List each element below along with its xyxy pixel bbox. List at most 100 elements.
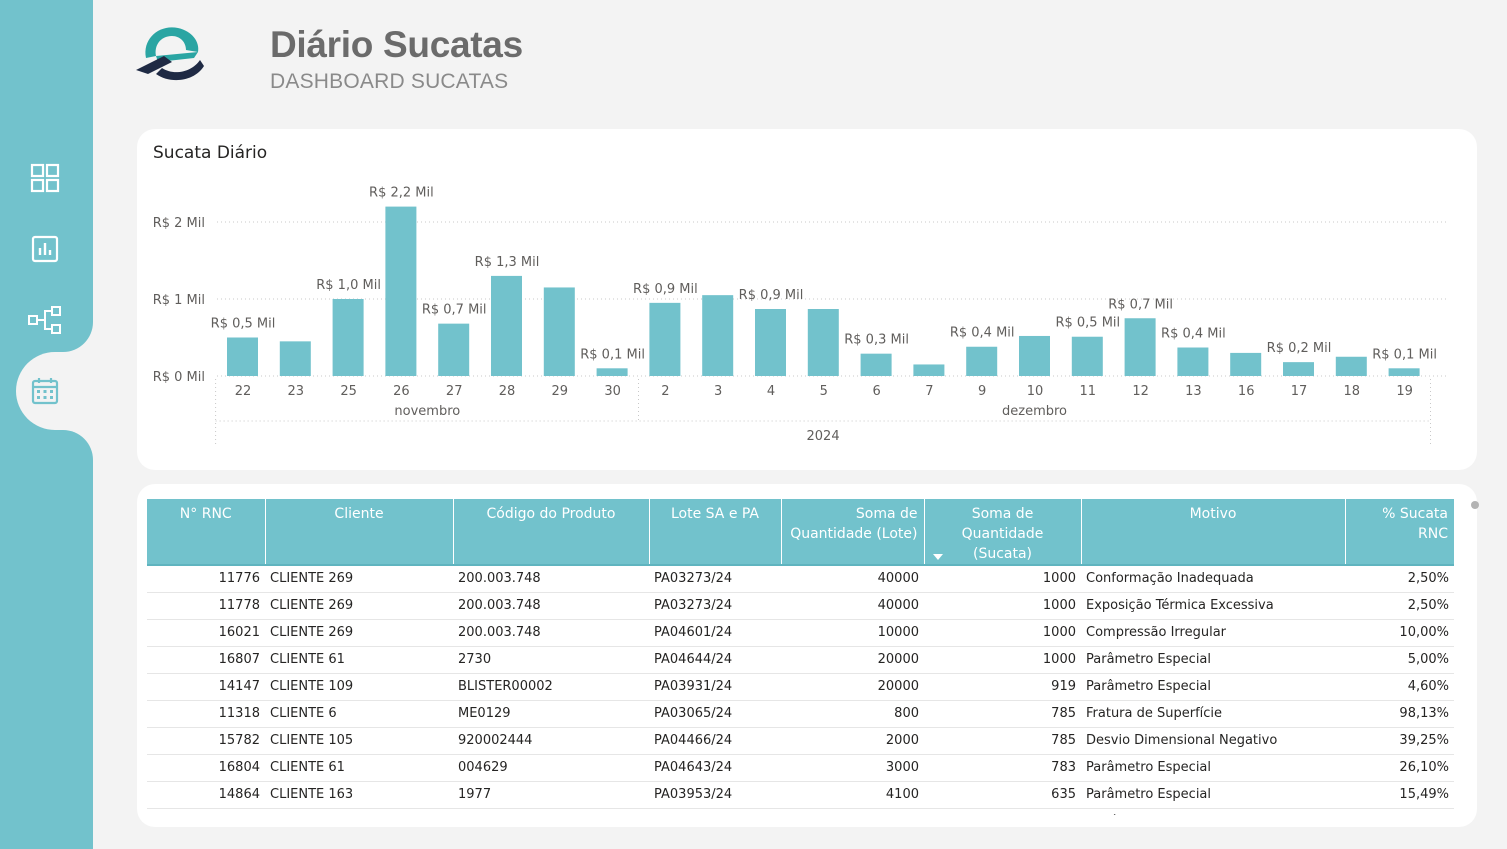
column-header-cliente[interactable]: Cliente — [265, 499, 454, 566]
bar-3 — [702, 295, 734, 376]
column-header-motivo[interactable]: Motivo — [1081, 499, 1346, 566]
calendar-icon — [31, 378, 59, 405]
cell-rnc: 16807 — [147, 646, 265, 674]
cell-soma-lote: 20000 — [781, 673, 924, 701]
cell-cliente: CLIENTE 269 — [265, 592, 453, 620]
bar-12 — [1124, 318, 1156, 376]
hierarchy-icon — [28, 306, 61, 334]
cell-soma-sucata: 785 — [924, 727, 1081, 755]
bar-28 — [491, 275, 522, 376]
cell-codigo-produto: BLISTER00002 — [453, 673, 649, 701]
data-label: R$ 0,4 Mil — [950, 326, 1015, 341]
bar-16 — [1230, 352, 1262, 376]
cell-soma-sucata: 1000 — [924, 646, 1081, 674]
y-tick-label: R$ 2 Mil — [153, 216, 205, 231]
bar-27 — [438, 323, 470, 376]
bar-29 — [543, 287, 575, 376]
cell-percent-sucata: 13,88% — [1345, 808, 1454, 815]
cell-codigo-produto: 004629 — [453, 754, 649, 782]
sidebar-item-grid[interactable] — [28, 161, 62, 195]
cell-rnc: 11776 — [147, 565, 265, 593]
cell-percent-sucata: 39,25% — [1345, 727, 1454, 755]
chart-title: Sucata Diário — [153, 143, 268, 163]
x-tick-label: 17 — [1291, 384, 1308, 399]
column-header-soma-lote[interactable]: Soma de Quantidade (Lote) — [781, 499, 925, 566]
sidebar — [0, 0, 93, 849]
x-tick-label: 19 — [1396, 384, 1413, 399]
sidebar-item-hierarchy[interactable] — [28, 303, 62, 337]
x-tick-label: 18 — [1344, 384, 1361, 399]
table-row[interactable]: 15782 CLIENTE 105 920002444 PA04466/24 2000 7… — [147, 727, 1454, 755]
cell-motivo: Partícula Incorporada — [1081, 808, 1345, 815]
bar-7 — [913, 364, 945, 376]
cell-cliente: CLIENTE 269 — [265, 619, 453, 647]
x-tick-label: 7 — [925, 384, 933, 399]
cell-cliente: CLIENTE 61 — [265, 754, 453, 782]
table-row[interactable]: 11318 CLIENTE 6 ME0129 PA03065/24 800 785 Frat… — [147, 700, 1454, 728]
table-row[interactable]: 14864 CLIENTE 163 1977 PA03953/24 4100 635 Par… — [147, 781, 1454, 809]
column-header-percent-sucata[interactable]: % Sucata RNC — [1345, 499, 1454, 566]
cell-codigo-produto: 2730 — [453, 646, 649, 674]
table-card: N° RNC Cliente Código do Produto Lote SA… — [137, 484, 1477, 827]
x-tick-label: 2 — [661, 384, 669, 399]
month-label: novembro — [394, 404, 460, 419]
cell-soma-lote: 4100 — [781, 808, 924, 815]
cell-soma-lote: 2000 — [781, 727, 924, 755]
cell-percent-sucata: 10,00% — [1345, 619, 1454, 647]
bar-23 — [279, 341, 311, 376]
cell-percent-sucata: 4,60% — [1345, 673, 1454, 701]
table-row[interactable]: 16804 CLIENTE 61 004629 PA04643/24 3000 783 Pa… — [147, 754, 1454, 782]
x-tick-label: 3 — [714, 384, 722, 399]
scrollbar-thumb[interactable] — [1471, 501, 1479, 509]
data-label: R$ 0,5 Mil — [211, 317, 276, 332]
rnc-table: N° RNC Cliente Código do Produto Lote SA… — [147, 499, 1454, 815]
table-row[interactable]: 16807 CLIENTE 61 2730 PA04644/24 20000 1000 Pa… — [147, 646, 1454, 674]
cell-lote: PA04644/24 — [649, 646, 781, 674]
bar-11 — [1071, 336, 1103, 376]
cell-motivo: Parâmetro Especial — [1081, 646, 1345, 674]
cell-lote: PA04643/24 — [649, 754, 781, 782]
cell-soma-sucata: 919 — [924, 673, 1081, 701]
x-tick-label: 27 — [446, 384, 463, 399]
x-tick-label: 5 — [820, 384, 828, 399]
table-header-row: N° RNC Cliente Código do Produto Lote SA… — [147, 499, 1454, 566]
table-row[interactable]: 14865CLIENTE 1631977PA03953/244100569Par… — [147, 808, 1454, 815]
table-row[interactable]: 11776 CLIENTE 269 200.003.748 PA03273/24 400… — [147, 565, 1454, 593]
sidebar-item-reports[interactable] — [28, 232, 62, 266]
x-tick-label: 10 — [1027, 384, 1044, 399]
cell-cliente: CLIENTE 61 — [265, 646, 453, 674]
cell-motivo: Compressão Irregular — [1081, 619, 1345, 647]
cell-lote: PA03273/24 — [649, 565, 781, 593]
data-label: R$ 0,1 Mil — [580, 347, 645, 362]
cell-rnc: 14865 — [147, 808, 265, 815]
cell-soma-lote: 10000 — [781, 619, 924, 647]
column-header-soma-sucata[interactable]: Soma de Quantidade (Sucata) — [924, 499, 1082, 566]
table-row[interactable]: 16021 CLIENTE 269 200.003.748 PA04601/24 100… — [147, 619, 1454, 647]
cell-soma-sucata: 635 — [924, 781, 1081, 809]
table-row[interactable]: 14147 CLIENTE 109 BLISTER00002 PA03931/24 20… — [147, 673, 1454, 701]
column-header-codigo-produto[interactable]: Código do Produto — [453, 499, 650, 566]
data-label: R$ 0,2 Mil — [1267, 341, 1332, 356]
table-row[interactable]: 11778 CLIENTE 269 200.003.748 PA03273/24 400… — [147, 592, 1454, 620]
table-scroll-area[interactable]: N° RNC Cliente Código do Produto Lote SA… — [147, 499, 1454, 815]
bar-4 — [755, 309, 786, 376]
cell-soma-lote: 20000 — [781, 646, 924, 674]
x-tick-label: 6 — [872, 384, 880, 399]
bar-19 — [1388, 368, 1420, 376]
column-header-rnc[interactable]: N° RNC — [147, 499, 266, 566]
month-label: dezembro — [1002, 404, 1067, 419]
cell-cliente: CLIENTE 163 — [265, 808, 453, 815]
grid-icon — [30, 163, 60, 193]
data-label: R$ 0,7 Mil — [1108, 297, 1173, 312]
cell-rnc: 11778 — [147, 592, 265, 620]
bar-9 — [966, 346, 998, 376]
column-header-lote[interactable]: Lote SA e PA — [649, 499, 782, 566]
cell-rnc: 16021 — [147, 619, 265, 647]
bar-18 — [1335, 356, 1367, 376]
cell-rnc: 14864 — [147, 781, 265, 809]
sidebar-item-calendar[interactable] — [28, 374, 62, 408]
cell-codigo-produto: 1977 — [453, 781, 649, 809]
cell-codigo-produto: 1977 — [453, 808, 649, 815]
cell-cliente: CLIENTE 269 — [265, 565, 453, 593]
